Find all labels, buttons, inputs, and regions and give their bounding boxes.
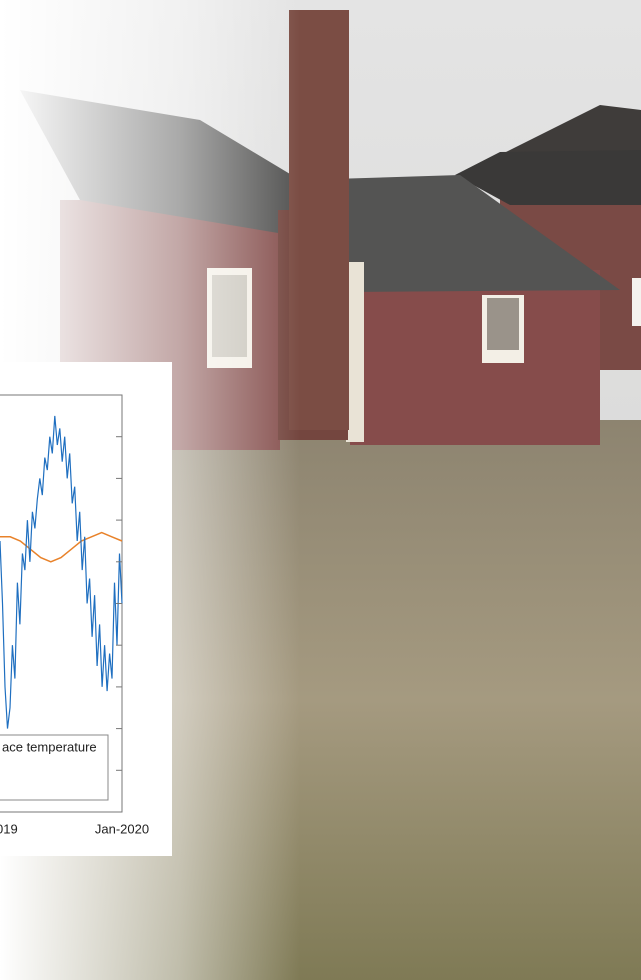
chart-panel: ace temperature 019 Jan-2020 xyxy=(0,362,172,856)
x-tick-label: Jan-2020 xyxy=(95,821,149,836)
series-line xyxy=(0,531,123,563)
legend-box xyxy=(0,734,109,801)
x-tick-label: 019 xyxy=(0,821,18,836)
series-line xyxy=(0,415,123,729)
legend-label: ace temperature xyxy=(2,739,97,754)
